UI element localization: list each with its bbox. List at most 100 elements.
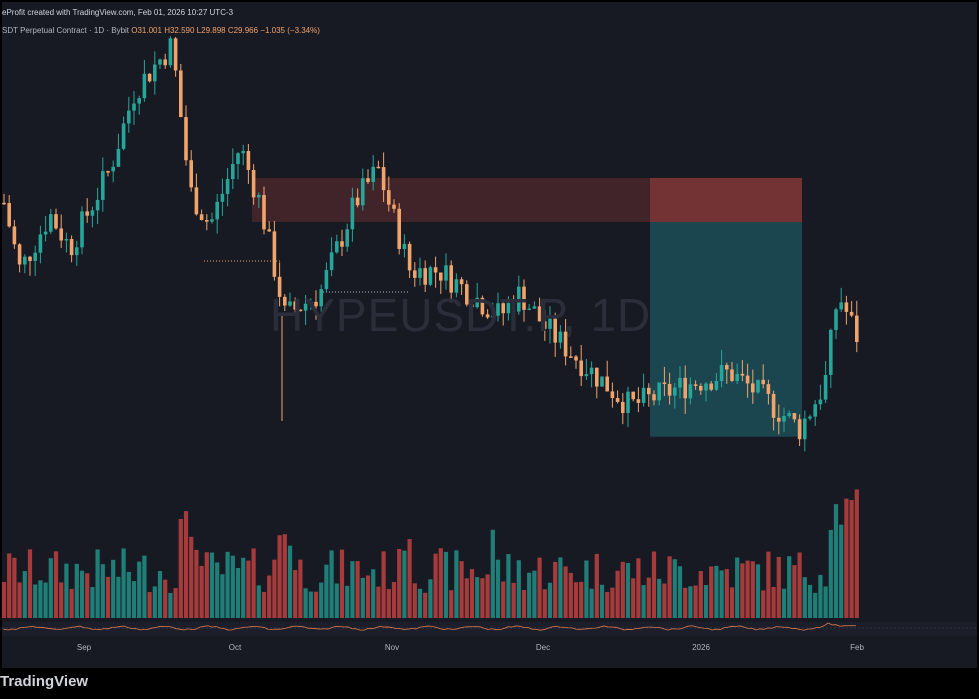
volume-bar — [116, 576, 121, 618]
volume-bar — [688, 586, 693, 618]
candle-body — [569, 356, 573, 358]
candle-body — [303, 303, 308, 311]
volume-bar — [485, 574, 490, 618]
candle-body — [782, 416, 786, 422]
volume-bar — [272, 559, 277, 618]
volume-bar — [121, 548, 126, 618]
candle-body — [704, 383, 708, 391]
candle-body — [756, 379, 760, 393]
volume-bar — [137, 561, 142, 618]
candle-body — [839, 302, 843, 310]
candle-body — [470, 304, 474, 308]
volume-bar — [277, 535, 282, 618]
volume-bar — [412, 583, 417, 618]
volume-bar — [776, 556, 781, 618]
candle-body — [381, 167, 386, 191]
volume-bar — [261, 592, 267, 618]
volume-bar — [662, 583, 667, 618]
candle-body — [220, 193, 225, 202]
candle-body — [444, 265, 448, 281]
candle-body — [652, 394, 656, 401]
candle-body — [761, 379, 765, 385]
candle-body — [309, 301, 313, 304]
candle-body — [340, 241, 344, 247]
volume-bar — [12, 557, 17, 618]
volume-bar — [53, 551, 59, 618]
volume-bar — [147, 592, 152, 618]
volume-bar — [22, 571, 27, 618]
candle-body — [688, 384, 693, 399]
candle-body — [673, 387, 677, 396]
candle-body — [407, 243, 412, 271]
symbol-watermark: HYPEUSDT.P, 1D — [270, 289, 652, 341]
candle-body — [153, 64, 157, 82]
volume-bar — [589, 588, 594, 618]
candle-body — [215, 201, 219, 220]
candle-body — [272, 231, 277, 277]
candle-body — [137, 98, 141, 104]
volume-bar — [38, 580, 43, 618]
volume-bar — [126, 571, 131, 618]
volume-bar — [407, 539, 412, 618]
candle-body — [589, 367, 594, 375]
volume-bar — [475, 577, 480, 618]
volume-bar — [714, 565, 719, 618]
candle-body — [543, 321, 547, 329]
volume-bar — [521, 589, 527, 618]
candle-body — [454, 279, 459, 293]
candle-body — [142, 73, 147, 99]
volume-bar — [131, 581, 137, 618]
candle-body — [766, 384, 771, 394]
x-label-dec: Dec — [535, 643, 551, 652]
candle-body — [647, 387, 651, 395]
volume-bar — [672, 559, 677, 618]
candle-body — [277, 276, 282, 297]
candle-body — [808, 416, 812, 419]
candle-body — [787, 413, 791, 417]
candle-body — [387, 190, 391, 205]
candle-body — [621, 401, 625, 413]
volume-bar — [709, 566, 714, 618]
volume-bar — [449, 590, 454, 618]
volume-bar — [105, 576, 111, 618]
candle-body — [631, 391, 635, 400]
volume-bar — [152, 586, 157, 618]
candle-body — [501, 303, 505, 314]
chart-area[interactable] — [2, 2, 977, 668]
candle-body — [803, 418, 807, 440]
volume-bar — [761, 590, 766, 618]
volume-bar — [339, 549, 345, 618]
volume-bar — [313, 591, 319, 618]
volume-bar — [230, 555, 235, 618]
volume-bar — [381, 551, 386, 618]
candle-body — [818, 399, 823, 405]
volume-bar — [729, 587, 735, 618]
volume-bar — [594, 553, 599, 618]
candle-body — [69, 238, 74, 256]
candle-body — [106, 171, 110, 173]
candle-body — [657, 382, 661, 401]
candle-body — [314, 301, 318, 307]
candle-body — [246, 151, 251, 170]
candle-body — [480, 297, 485, 315]
candle-body — [517, 286, 521, 312]
volume-bar — [199, 565, 204, 618]
candle-body — [662, 382, 667, 384]
volume-bar — [849, 500, 854, 618]
volume-bar — [620, 561, 625, 618]
volume-bar — [735, 557, 740, 618]
volume-bar — [163, 579, 168, 618]
candle-body — [210, 219, 214, 222]
volume-bar — [625, 563, 631, 618]
volume-bar — [527, 572, 532, 618]
volume-bar — [69, 588, 74, 618]
candle-body — [2, 202, 6, 205]
candle-body — [709, 383, 713, 390]
volume-bar — [605, 591, 610, 618]
volume-bar — [397, 549, 402, 618]
candle-body — [355, 197, 360, 206]
ohlc-close: C29.966 — [227, 26, 259, 35]
volume-bar — [443, 551, 449, 618]
volume-bar — [828, 529, 833, 618]
